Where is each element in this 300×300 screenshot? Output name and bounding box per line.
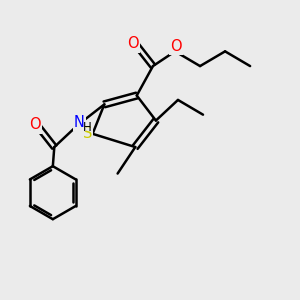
Text: O: O: [29, 118, 40, 133]
Text: O: O: [128, 37, 139, 52]
Text: N: N: [74, 115, 85, 130]
Text: H: H: [83, 121, 92, 134]
Text: S: S: [82, 126, 92, 141]
Text: O: O: [170, 39, 182, 54]
